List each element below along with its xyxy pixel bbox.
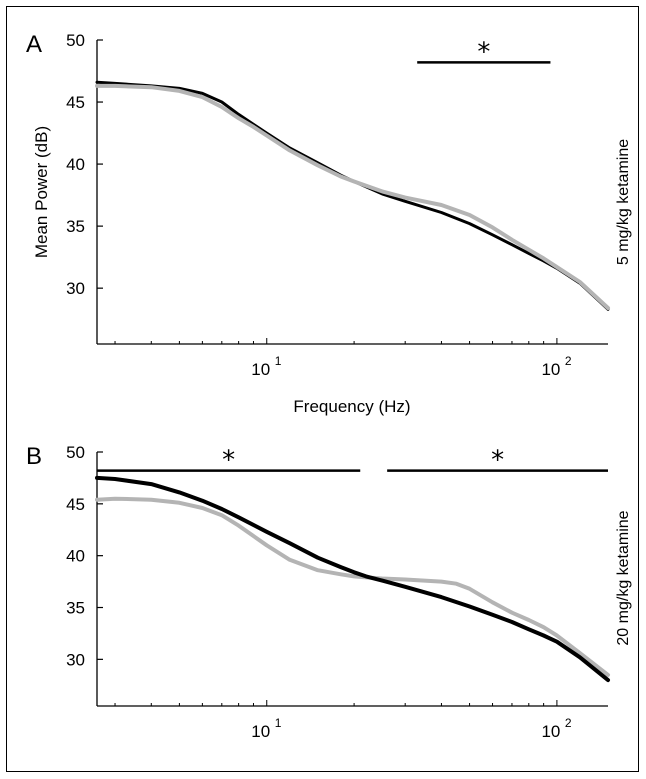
panel-a-significance: * — [417, 37, 551, 67]
panel-b-axes — [96, 452, 608, 707]
y-tick-label: 30 — [66, 279, 85, 298]
panel-b-x-ticks: 10 1 10 2 — [114, 700, 572, 741]
panel-a-y-ticks: 30 35 40 45 50 — [66, 31, 103, 298]
panel-a-side-label: 5 mg/kg ketamine — [615, 139, 632, 265]
x-tick-label: 10 — [541, 360, 560, 379]
x-tick-label: 10 — [251, 722, 270, 741]
panel-a: A 30 35 40 45 50 10 1 10 2 * Mean Power (dB) Fr… — [26, 31, 632, 416]
y-tick-label: 35 — [66, 599, 85, 618]
panel-letter-b: B — [26, 443, 42, 470]
x-tick-exponent: 2 — [565, 716, 572, 730]
x-tick-label: 10 — [251, 360, 270, 379]
y-tick-label: 45 — [66, 93, 85, 112]
x-tick-label: 10 — [541, 722, 560, 741]
series-line-black — [95, 80, 610, 311]
panel-letter-a: A — [26, 31, 42, 58]
y-tick-label: 30 — [66, 650, 85, 669]
y-tick-label: 50 — [66, 443, 85, 462]
panel-a-series — [95, 80, 610, 311]
x-tick-exponent: 2 — [565, 354, 572, 368]
panel-b-series — [95, 475, 610, 683]
series-line-gray — [95, 83, 610, 310]
significance-star: * — [491, 446, 504, 476]
significance-star: * — [222, 446, 235, 476]
x-tick-exponent: 1 — [275, 354, 282, 368]
panel-a-xlabel: Frequency (Hz) — [293, 397, 410, 416]
panel-a-ylabel: Mean Power (dB) — [32, 126, 51, 258]
series-line-black — [95, 475, 610, 683]
panel-a-axes — [96, 40, 608, 345]
y-tick-label: 35 — [66, 217, 85, 236]
series-line-gray — [95, 496, 610, 677]
panel-a-x-ticks: 10 1 10 2 — [114, 338, 572, 379]
panel-b-side-label: 20 mg/kg ketamine — [615, 510, 632, 645]
y-tick-label: 45 — [66, 495, 85, 514]
x-tick-exponent: 1 — [275, 716, 282, 730]
y-tick-label: 40 — [66, 547, 85, 566]
panel-b-significance: * * — [97, 446, 608, 476]
panel-b-y-ticks: 30 35 40 45 50 — [66, 443, 103, 669]
figure-frame — [6, 6, 639, 772]
y-tick-label: 40 — [66, 155, 85, 174]
y-tick-label: 50 — [66, 31, 85, 50]
significance-star: * — [477, 37, 490, 67]
